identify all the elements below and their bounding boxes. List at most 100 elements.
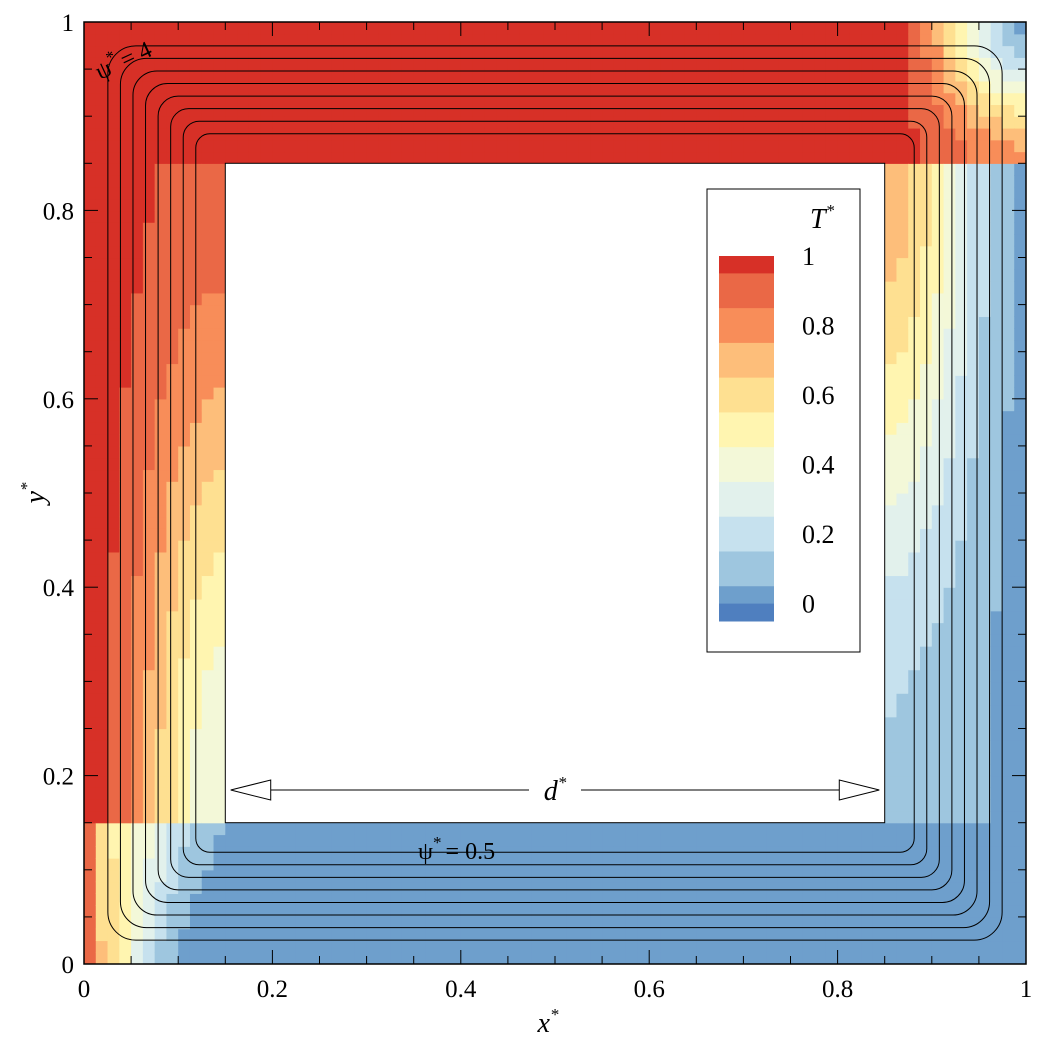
temperature-cell [319, 104, 332, 117]
temperature-cell [496, 893, 509, 906]
temperature-cell [1014, 905, 1026, 918]
temperature-cell [131, 858, 144, 871]
temperature-cell [943, 657, 956, 671]
temperature-cell [943, 398, 956, 412]
temperature-cell [896, 175, 909, 188]
temperature-cell [178, 410, 191, 423]
temperature-cell [943, 375, 956, 388]
temperature-cell [413, 940, 427, 953]
temperature-cell [84, 716, 97, 730]
temperature-cell [967, 952, 980, 964]
temperature-cell [613, 139, 627, 153]
temperature-cell [154, 175, 168, 188]
temperature-cell [849, 928, 862, 942]
temperature-cell [884, 551, 898, 565]
temperature-cell [602, 92, 615, 106]
temperature-cell [178, 175, 191, 188]
temperature-cell [319, 893, 332, 906]
temperature-cell [107, 198, 120, 212]
temperature-cell [1014, 657, 1026, 671]
temperature-cell [213, 481, 226, 494]
temperature-cell [166, 198, 179, 212]
temperature-cell [872, 33, 886, 47]
temperature-cell [472, 92, 485, 106]
temperature-cell [378, 893, 391, 906]
temperature-cell [896, 799, 909, 812]
temperature-cell [84, 704, 97, 718]
temperature-cell [178, 363, 191, 376]
temperature-cell [1002, 846, 1015, 859]
temperature-cell [260, 893, 274, 906]
legend-label: 0.8 [802, 312, 835, 341]
temperature-cell [990, 410, 1004, 423]
temperature-cell [107, 728, 120, 741]
temperature-cell [872, 69, 886, 82]
temperature-cell [225, 104, 238, 117]
temperature-cell [225, 22, 238, 35]
temperature-cell [107, 940, 120, 953]
temperature-cell [872, 952, 886, 964]
temperature-cell [1014, 316, 1026, 329]
temperature-cell [378, 92, 391, 106]
temperature-cell [131, 598, 144, 612]
temperature-cell [107, 858, 120, 871]
temperature-cell [107, 339, 120, 353]
temperature-cell [343, 881, 356, 894]
temperature-cell [943, 881, 956, 894]
temperature-cell [766, 916, 780, 930]
temperature-cell [213, 69, 226, 82]
temperature-cell [189, 869, 203, 883]
temperature-cell [719, 905, 733, 918]
temperature-cell [884, 457, 898, 471]
temperature-cell [978, 693, 992, 706]
temperature-cell [131, 210, 144, 223]
temperature-cell [107, 905, 120, 918]
temperature-cell [920, 57, 933, 70]
temperature-cell [684, 45, 697, 58]
temperature-cell [84, 881, 97, 894]
temperature-cell [755, 916, 768, 930]
temperature-cell [1002, 775, 1015, 788]
temperature-cell [154, 233, 168, 247]
temperature-cell [943, 740, 956, 753]
temperature-cell [719, 881, 733, 894]
temperature-cell [884, 634, 898, 647]
temperature-cell [731, 45, 745, 58]
temperature-cell [166, 551, 179, 565]
temperature-cell [990, 646, 1004, 659]
temperature-cell [343, 92, 356, 106]
temperature-cell [543, 33, 556, 47]
temperature-cell [154, 269, 168, 282]
temperature-cell [731, 139, 745, 153]
temperature-cell [178, 245, 191, 259]
temperature-cell [814, 151, 827, 164]
temperature-cell [978, 893, 992, 906]
temperature-cell [401, 116, 415, 129]
temperature-cell [743, 940, 756, 953]
temperature-cell [660, 893, 674, 906]
temperature-cell [896, 116, 909, 129]
temperature-cell [708, 92, 721, 106]
temperature-cell [154, 363, 168, 376]
temperature-cell [142, 740, 156, 753]
temperature-cell [366, 928, 379, 942]
temperature-cell [166, 916, 179, 930]
temperature-cell [201, 881, 215, 894]
temperature-cell [1014, 245, 1026, 259]
temperature-cell [978, 646, 992, 659]
temperature-cell [343, 104, 356, 117]
temperature-cell [166, 775, 179, 788]
temperature-cell [154, 787, 168, 800]
temperature-cell [201, 610, 215, 624]
temperature-cell [154, 210, 168, 223]
temperature-cell [825, 858, 839, 871]
temperature-cell [955, 57, 968, 70]
temperature-cell [931, 269, 945, 282]
temperature-cell [107, 587, 120, 600]
temperature-cell [225, 33, 238, 47]
temperature-cell [166, 763, 179, 777]
temperature-cell [1014, 269, 1026, 282]
temperature-cell [978, 151, 992, 164]
temperature-cell [472, 45, 485, 58]
temperature-cell [684, 80, 697, 94]
